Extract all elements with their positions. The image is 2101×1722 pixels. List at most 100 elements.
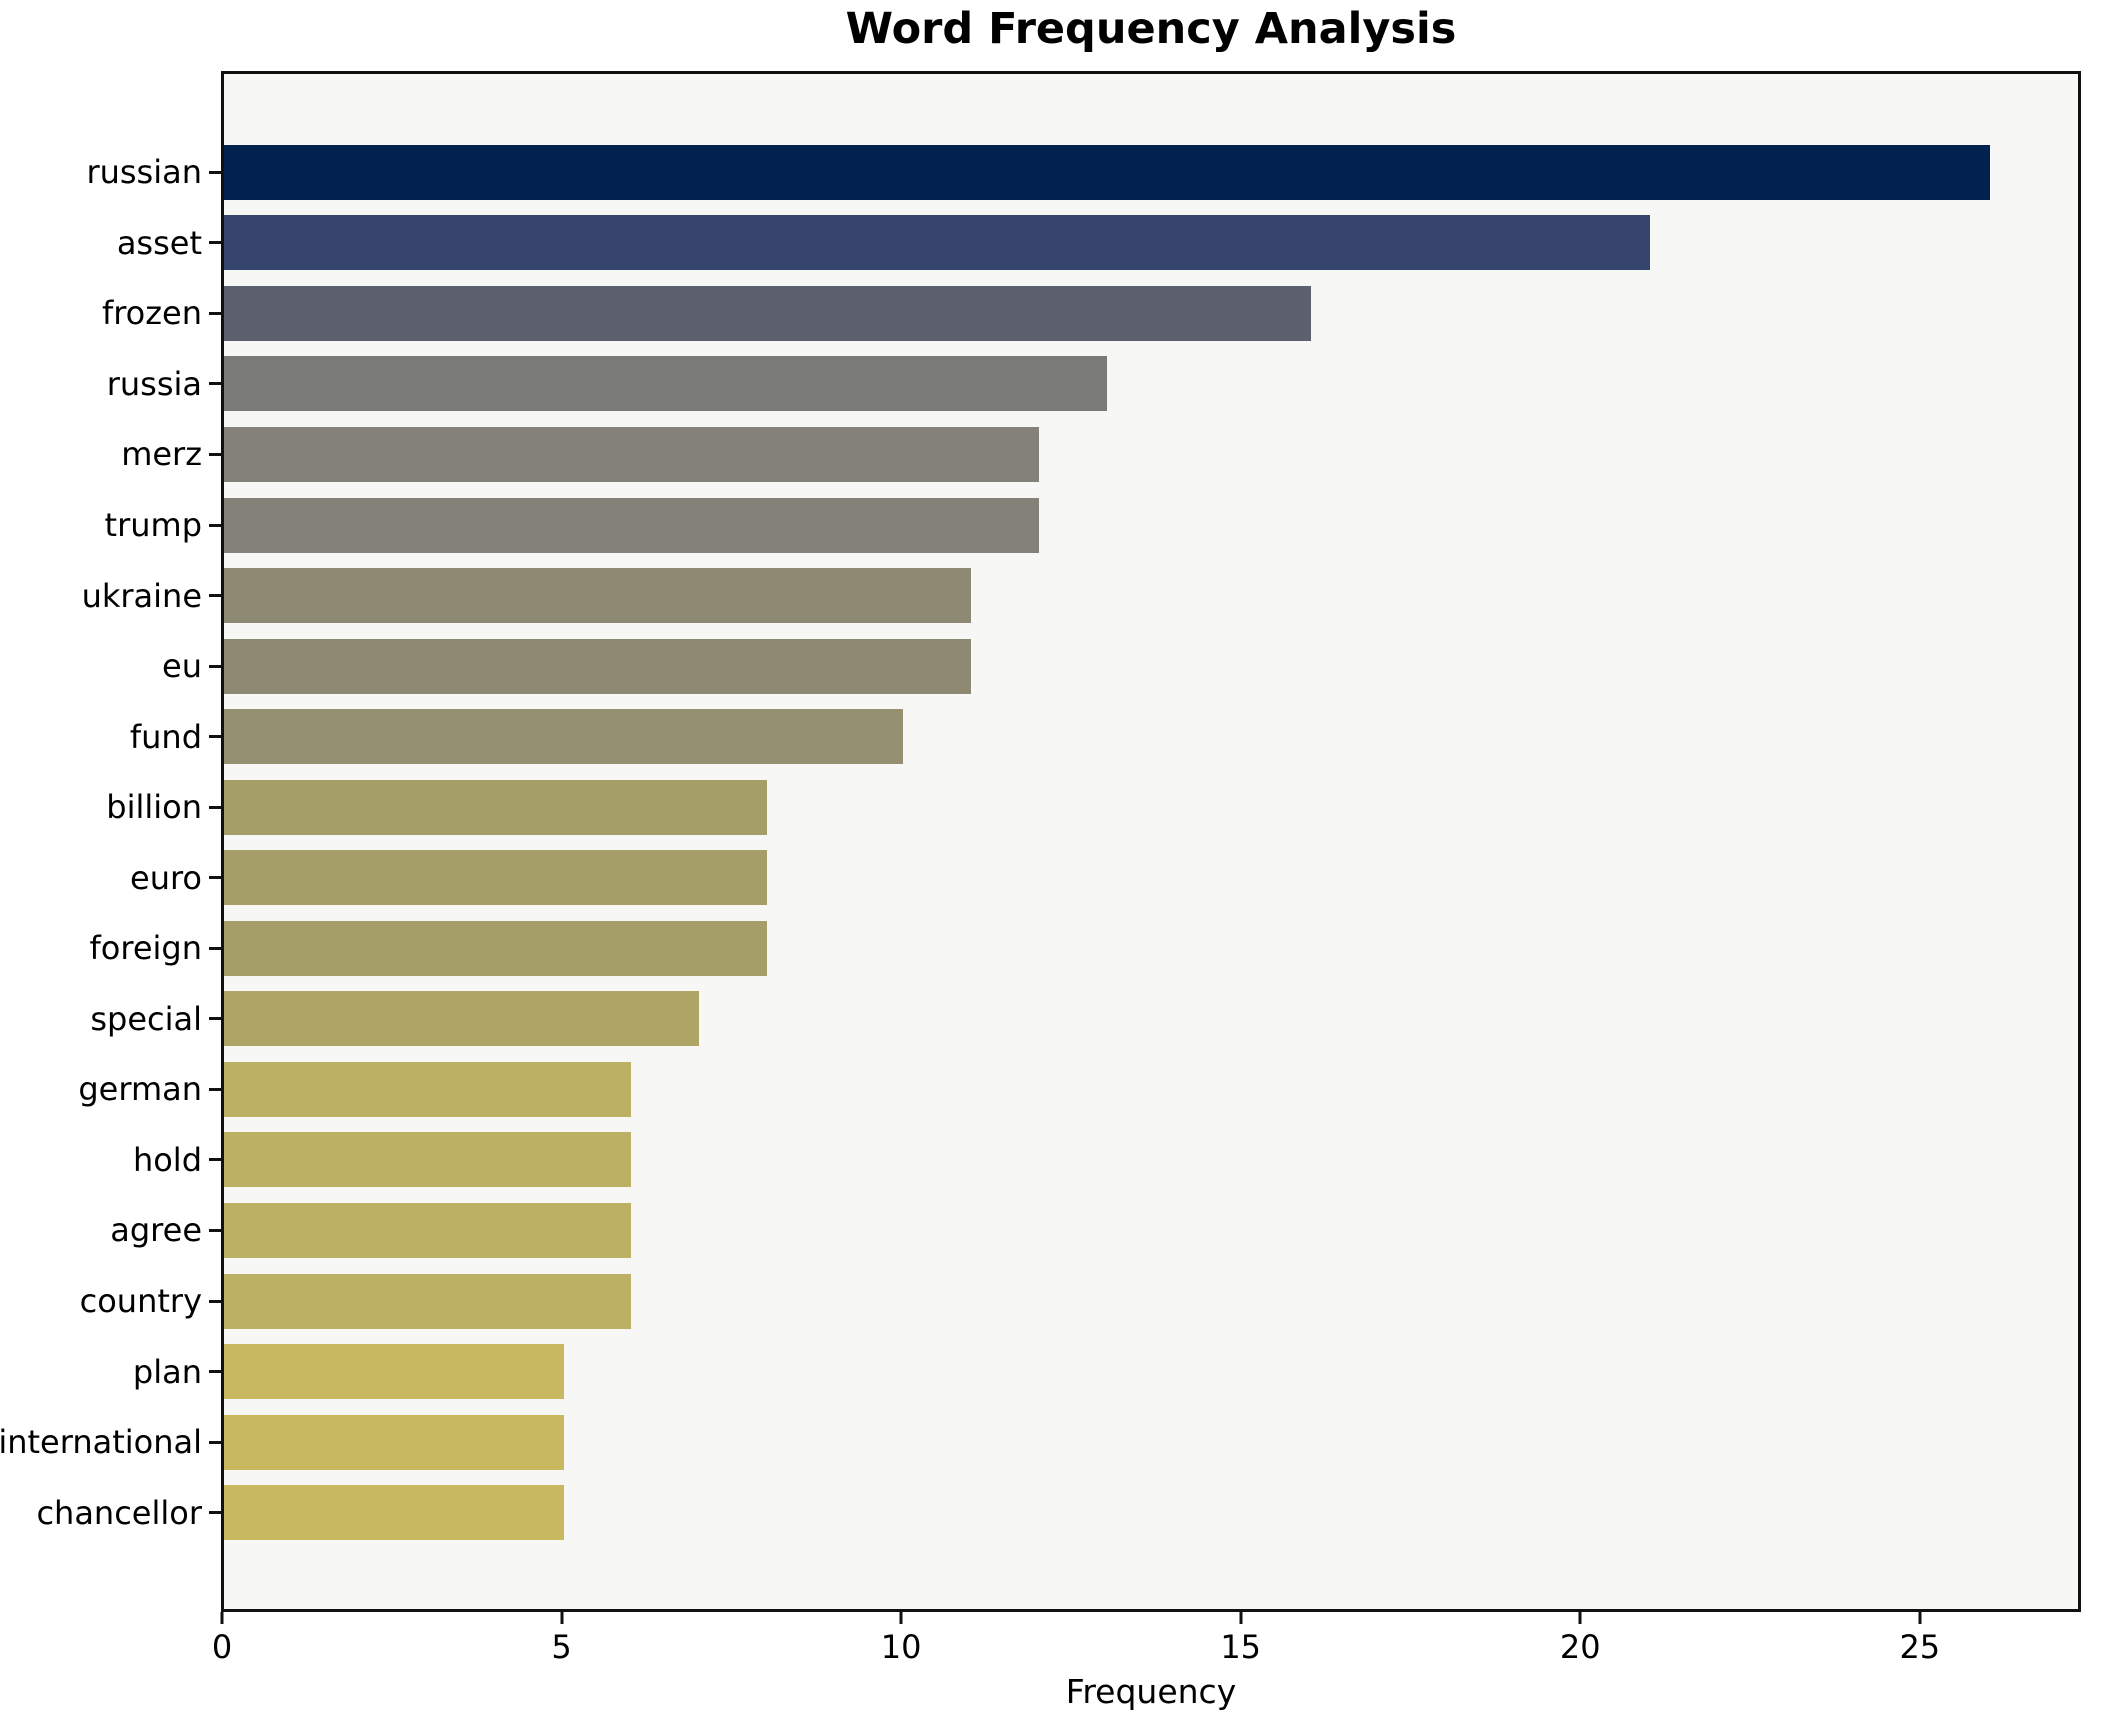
y-tick-label: russian xyxy=(86,153,202,192)
x-tick-label: 5 xyxy=(551,1628,572,1666)
y-tick-label: billion xyxy=(106,788,202,827)
y-label-row: special xyxy=(0,984,221,1055)
bar-russia xyxy=(224,356,1107,412)
bar-fund xyxy=(224,709,904,765)
y-label-row: russia xyxy=(0,349,221,420)
bar-row xyxy=(224,1407,2078,1478)
bar-billion xyxy=(224,779,768,835)
bar-row xyxy=(224,1054,2078,1125)
y-tick-mark xyxy=(209,664,221,668)
y-tick-label: fund xyxy=(129,717,202,756)
y-tick-mark xyxy=(209,876,221,880)
y-tick-label: eu xyxy=(162,647,202,686)
y-tick-label: special xyxy=(90,999,202,1038)
y-tick-label: international xyxy=(0,1423,202,1462)
y-label-row: frozen xyxy=(0,278,221,349)
bar-chancellor xyxy=(224,1485,564,1541)
y-label-row: plan xyxy=(0,1336,221,1407)
bar-row xyxy=(224,631,2078,702)
y-tick-mark xyxy=(209,170,221,174)
x-tick-mark xyxy=(1578,1612,1582,1624)
bar-row xyxy=(224,842,2078,913)
x-tick-label: 25 xyxy=(1899,1628,1941,1666)
y-label-row: international xyxy=(0,1407,221,1478)
y-tick-label: chancellor xyxy=(36,1493,202,1532)
x-axis-ticks: 0 5 10 15 20 25 xyxy=(212,1612,2076,1672)
bar-row xyxy=(224,278,2078,349)
bar-row xyxy=(224,1266,2078,1337)
bar-row xyxy=(224,208,2078,279)
y-tick-label: frozen xyxy=(101,294,202,333)
y-tick-mark xyxy=(209,1228,221,1232)
y-tick-mark xyxy=(209,311,221,315)
y-label-row: agree xyxy=(0,1195,221,1266)
bar-international xyxy=(224,1414,564,1470)
y-tick-label: euro xyxy=(130,858,202,897)
bar-foreign xyxy=(224,920,768,976)
y-tick-label: german xyxy=(78,1070,202,1109)
y-tick-label: russia xyxy=(106,364,202,403)
y-tick-label: asset xyxy=(116,223,202,262)
y-tick-label: trump xyxy=(104,506,202,544)
x-tick-mark xyxy=(899,1612,903,1624)
y-tick-mark xyxy=(209,946,221,950)
y-tick-mark xyxy=(209,382,221,386)
bar-ukraine xyxy=(224,568,972,624)
y-label-row: chancellor xyxy=(0,1477,221,1548)
y-tick-label: merz xyxy=(121,435,202,474)
bar-merz xyxy=(224,426,1039,482)
y-label-row: asset xyxy=(0,208,221,279)
bar-plan xyxy=(224,1344,564,1400)
bar-russian xyxy=(224,144,1990,200)
y-label-row: fund xyxy=(0,701,221,772)
bar-row xyxy=(224,1125,2078,1196)
x-tick-label: 10 xyxy=(880,1628,922,1666)
bar-row xyxy=(224,1195,2078,1266)
y-tick-label: ukraine xyxy=(81,576,202,615)
x-tick-mark xyxy=(220,1612,224,1624)
bar-row xyxy=(224,137,2078,208)
x-tick-mark xyxy=(560,1612,564,1624)
y-tick-label: plan xyxy=(132,1352,202,1391)
bar-row xyxy=(224,349,2078,420)
y-tick-mark xyxy=(209,241,221,245)
y-tick-mark xyxy=(209,1017,221,1021)
bar-asset xyxy=(224,215,1651,271)
bar-row xyxy=(224,1336,2078,1407)
y-tick-label: country xyxy=(79,1282,202,1321)
bar-row xyxy=(224,560,2078,631)
y-label-row: russian xyxy=(0,137,221,208)
x-tick-mark xyxy=(1239,1612,1243,1624)
x-tick-mark xyxy=(1918,1612,1922,1624)
y-tick-mark xyxy=(209,1158,221,1162)
x-tick-label: 15 xyxy=(1220,1628,1262,1666)
bar-german xyxy=(224,1061,632,1117)
bar-row xyxy=(224,490,2078,561)
y-tick-mark xyxy=(209,1370,221,1374)
y-label-row: country xyxy=(0,1266,221,1337)
y-tick-mark xyxy=(209,805,221,809)
y-tick-label: hold xyxy=(132,1140,202,1179)
y-tick-mark xyxy=(209,1440,221,1444)
y-label-row: hold xyxy=(0,1125,221,1196)
bar-agree xyxy=(224,1202,632,1258)
bar-row xyxy=(224,701,2078,772)
bar-trump xyxy=(224,497,1039,553)
bar-row xyxy=(224,913,2078,984)
bars-container xyxy=(224,74,2078,1609)
bar-hold xyxy=(224,1132,632,1188)
x-tick-label: 20 xyxy=(1559,1628,1601,1666)
bar-row xyxy=(224,1477,2078,1548)
y-label-row: euro xyxy=(0,842,221,913)
bar-special xyxy=(224,991,700,1047)
y-tick-mark xyxy=(209,1299,221,1303)
y-tick-mark xyxy=(209,1511,221,1515)
y-label-row: billion xyxy=(0,772,221,843)
bar-euro xyxy=(224,850,768,906)
y-label-row: foreign xyxy=(0,913,221,984)
y-label-row: german xyxy=(0,1054,221,1125)
y-label-row: merz xyxy=(0,419,221,490)
bar-row xyxy=(224,984,2078,1055)
y-tick-mark xyxy=(209,523,221,527)
